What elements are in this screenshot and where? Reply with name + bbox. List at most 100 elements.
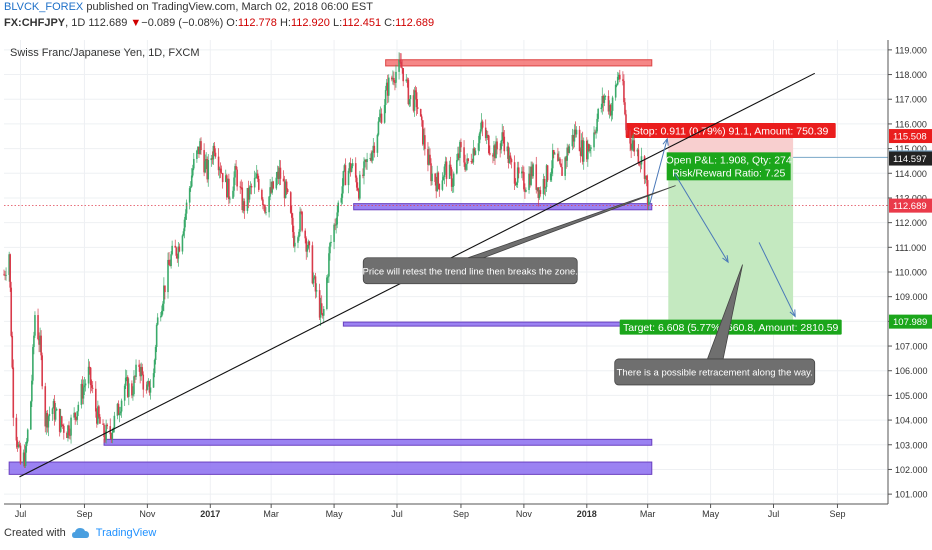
candle-body (423, 135, 425, 145)
candle-body (39, 335, 41, 345)
down-triangle-icon: ▼ (130, 17, 142, 29)
candle-body (134, 376, 136, 378)
candle-body (406, 79, 409, 81)
candle-body (395, 71, 397, 83)
y-tick-label: 113.000 (895, 193, 927, 203)
candle-body (646, 180, 649, 205)
candle-body (10, 287, 13, 336)
candle-body (265, 212, 267, 214)
price-label-bg (889, 129, 932, 144)
candle-body (564, 157, 566, 176)
candle-body (372, 145, 375, 153)
candle-body (379, 113, 382, 118)
candle-body (435, 181, 438, 192)
candle-body (604, 95, 607, 97)
candle-body (250, 186, 253, 188)
candle-body (298, 231, 300, 238)
candle-body (513, 162, 516, 184)
candle-body (594, 132, 596, 134)
candle-body (81, 383, 84, 399)
y-tick-label: 117.000 (895, 95, 927, 105)
candle-body (420, 116, 423, 121)
tradingview-cloud-icon (71, 528, 89, 538)
candle-body (394, 82, 396, 84)
candle-body (522, 171, 524, 173)
candle-body (629, 130, 631, 144)
candle-body (290, 212, 293, 218)
candle-body (414, 90, 417, 93)
open-label: O: (226, 17, 238, 29)
symbol: FX:CHFJPY (4, 17, 66, 29)
candle-body (113, 415, 116, 428)
candle-body (593, 132, 595, 148)
candle-body (91, 387, 94, 389)
candle-body (175, 247, 178, 256)
price-chart[interactable]: Stop: 0.911 (0.79%) 91.1, Amount: 750.39… (0, 0, 932, 520)
y-tick-label: 101.000 (895, 490, 928, 500)
candle-body (284, 181, 287, 199)
candle-body (413, 90, 416, 111)
candle-body (436, 172, 439, 192)
candle-body (557, 153, 559, 161)
target-label-text: Target: 6.608 (5.77%) 660.8, Amount: 281… (623, 322, 839, 334)
candle-body (243, 201, 246, 211)
candle-body (623, 80, 625, 103)
candle-body (25, 441, 28, 447)
x-tick-label: May (326, 509, 344, 519)
candle-body (253, 177, 256, 188)
candle-body (636, 149, 639, 152)
candle-body (46, 413, 49, 428)
candle-body (196, 150, 198, 159)
candle-body (493, 145, 495, 157)
candle-body (315, 290, 318, 292)
candle-body (558, 158, 560, 161)
candle-body (615, 84, 618, 86)
annotations[interactable]: Price will retest the trend line then br… (363, 185, 816, 386)
close-value: 112.689 (395, 17, 435, 29)
candle-body (168, 259, 170, 265)
candle-body (178, 246, 181, 252)
candle-body (68, 425, 70, 436)
candle-body (495, 141, 497, 159)
candle-body (470, 161, 473, 162)
candle-body (434, 173, 436, 182)
candle-body (473, 148, 476, 155)
candle-body (3, 274, 5, 276)
candle-body (204, 161, 206, 173)
candle-body (574, 129, 577, 135)
x-tick-label: May (702, 509, 720, 519)
candle-body (76, 411, 79, 420)
candle-body (23, 452, 26, 466)
candle-body (171, 245, 173, 255)
candle-body (492, 154, 494, 157)
candle-body (32, 347, 34, 381)
candle-body (44, 386, 47, 427)
candle-body (229, 198, 231, 200)
price-label-bg (889, 314, 932, 329)
tradingview-brand[interactable]: TradingView (95, 527, 157, 539)
author-name[interactable]: BLVCK_FOREX (4, 1, 84, 13)
candle-body (176, 255, 179, 259)
x-tick-label: Sep (453, 509, 469, 519)
candle-body (554, 153, 556, 155)
time-axis[interactable]: Jul Sep Nov 2017 Mar May Jul Sep Nov 2018 Mar May Ju… (4, 503, 888, 519)
candle-body (415, 92, 418, 108)
candle-body (60, 416, 63, 425)
candle-body (212, 145, 215, 160)
y-tick-label: 110.000 (895, 268, 927, 278)
candle-body (311, 245, 314, 284)
zone-support-103 (103, 438, 653, 446)
candle-body (515, 182, 518, 185)
price-axis[interactable]: 101.000 102.000 103.000 104.000 105.000 106.0… (887, 40, 932, 504)
x-tick-label: Nov (516, 509, 533, 519)
candle-body (524, 189, 526, 192)
candle-body (334, 224, 336, 226)
candle-body (460, 142, 462, 148)
candle-body (633, 140, 636, 152)
candle-body (330, 241, 332, 244)
footer: Created with TradingView (4, 527, 156, 539)
candle-body (67, 425, 69, 439)
candle-body (305, 238, 308, 252)
long-short-position[interactable]: Stop: 0.911 (0.79%) 91.1, Amount: 750.39… (619, 123, 888, 335)
candle-body (140, 367, 142, 377)
